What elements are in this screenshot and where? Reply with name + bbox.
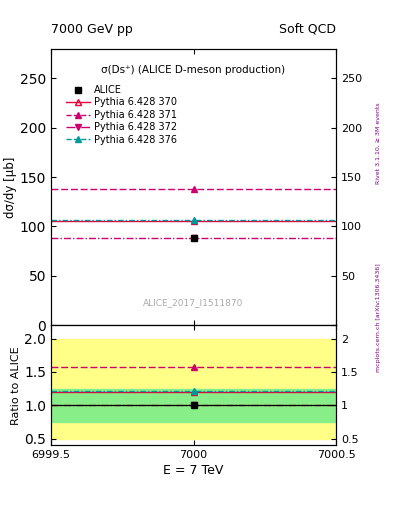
Text: ALICE_2017_I1511870: ALICE_2017_I1511870 [143, 298, 244, 308]
Text: σ(Ds⁺) (ALICE D-meson production): σ(Ds⁺) (ALICE D-meson production) [101, 65, 286, 75]
Y-axis label: dσ∕dy [µb]: dσ∕dy [µb] [4, 156, 17, 218]
Text: Soft QCD: Soft QCD [279, 23, 336, 36]
Y-axis label: Ratio to ALICE: Ratio to ALICE [11, 346, 22, 424]
Text: Rivet 3.1.10, ≥ 3M events: Rivet 3.1.10, ≥ 3M events [376, 102, 380, 184]
Bar [51, 389, 336, 422]
Text: 7000 GeV pp: 7000 GeV pp [51, 23, 133, 36]
Bar [51, 338, 336, 439]
X-axis label: E = 7 TeV: E = 7 TeV [163, 464, 224, 478]
Text: mcplots.cern.ch [arXiv:1306.3436]: mcplots.cern.ch [arXiv:1306.3436] [376, 263, 380, 372]
Legend: ALICE, Pythia 6.428 370, Pythia 6.428 371, Pythia 6.428 372, Pythia 6.428 376: ALICE, Pythia 6.428 370, Pythia 6.428 37… [62, 81, 181, 148]
